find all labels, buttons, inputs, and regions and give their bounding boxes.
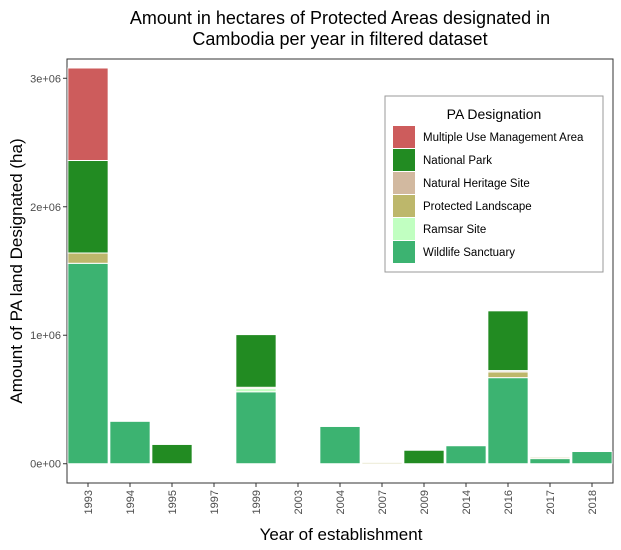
- bar-2016-wildlife-sanctuary: [487, 377, 529, 465]
- y-tick-label: 2e+06: [30, 202, 61, 214]
- legend-swatch-ramsar-site: [393, 218, 415, 240]
- legend-swatch-national-park: [393, 149, 415, 171]
- legend-label-ramsar-site: Ramsar Site: [423, 224, 486, 236]
- bar-1999-wildlife-sanctuary: [235, 391, 277, 465]
- chart-title-line-2: Cambodia per year in filtered dataset: [192, 29, 487, 49]
- chart-title-line-1: Amount in hectares of Protected Areas de…: [130, 8, 550, 28]
- x-tick-label: 1993: [83, 490, 95, 514]
- x-tick-label: 2016: [503, 490, 515, 514]
- bar-1993-multiple-use-management-area: [67, 67, 109, 161]
- x-tick-label: 1997: [209, 490, 221, 514]
- y-tick-label: 0e+00: [30, 459, 61, 471]
- x-tick-label: 1994: [125, 490, 137, 514]
- x-axis-title: Year of establishment: [260, 525, 423, 544]
- legend-label-protected-landscape: Protected Landscape: [423, 201, 532, 213]
- legend: PA Designation Multiple Use Management A…: [384, 95, 604, 273]
- bar-2018-wildlife-sanctuary: [571, 451, 613, 465]
- bar-1995-national-park: [151, 443, 193, 465]
- bar-2017-wildlife-sanctuary: [529, 458, 571, 465]
- legend-label-national-park: National Park: [423, 155, 492, 167]
- y-tick-label: 1e+06: [30, 330, 61, 342]
- x-tick-label: 1995: [167, 490, 179, 514]
- x-tick-label: 2003: [293, 490, 305, 514]
- legend-swatch-wildlife-sanctuary: [393, 241, 415, 263]
- bar-1993-wildlife-sanctuary: [67, 262, 109, 465]
- x-tick-label: 1999: [251, 490, 263, 514]
- legend-title: PA Designation: [447, 106, 542, 122]
- x-tick-label: 2009: [419, 490, 431, 514]
- legend-swatch-protected-landscape: [393, 195, 415, 217]
- x-tick-label: 2007: [377, 490, 389, 514]
- y-axis-title: Amount of PA land Designated (ha): [7, 138, 26, 403]
- bar-2016-national-park: [487, 310, 529, 372]
- y-axis: 0e+00 1e+06 2e+06 3e+06: [30, 73, 67, 471]
- bar-1994-wildlife-sanctuary: [109, 420, 151, 465]
- bar-2016-protected-landscape: [487, 371, 529, 379]
- bar-1993-national-park: [67, 160, 109, 254]
- bar-2004-wildlife-sanctuary: [319, 425, 361, 465]
- y-tick-label: 3e+06: [30, 73, 61, 85]
- bar-2017-protected-landscape: [529, 456, 571, 460]
- legend-label-wildlife-sanctuary: Wildlife Sanctuary: [423, 247, 515, 259]
- bars-group: [67, 67, 613, 465]
- bar-1993-protected-landscape: [67, 252, 109, 264]
- legend-label-natural-heritage-site: Natural Heritage Site: [423, 178, 530, 190]
- legend-box: [384, 95, 604, 273]
- legend-label-multiple-use-management-area: Multiple Use Management Area: [423, 132, 584, 144]
- x-tick-label: 2004: [335, 490, 347, 514]
- legend-items: Multiple Use Management Area National Par…: [393, 126, 584, 263]
- bar-1999-national-park: [235, 334, 277, 388]
- bar-2009-national-park: [403, 449, 445, 465]
- x-tick-label: 2014: [461, 490, 473, 514]
- bar-2014-wildlife-sanctuary: [445, 445, 487, 465]
- legend-swatch-natural-heritage-site: [393, 172, 415, 194]
- x-axis: 1993 1994 1995 1997 1999 2003 2004 2007 2009 2014…: [83, 483, 599, 514]
- x-tick-label: 2018: [587, 490, 599, 514]
- x-tick-label: 2017: [545, 490, 557, 514]
- legend-swatch-multiple-use-management-area: [393, 126, 415, 148]
- bar-2007-protected-landscape: [361, 461, 403, 465]
